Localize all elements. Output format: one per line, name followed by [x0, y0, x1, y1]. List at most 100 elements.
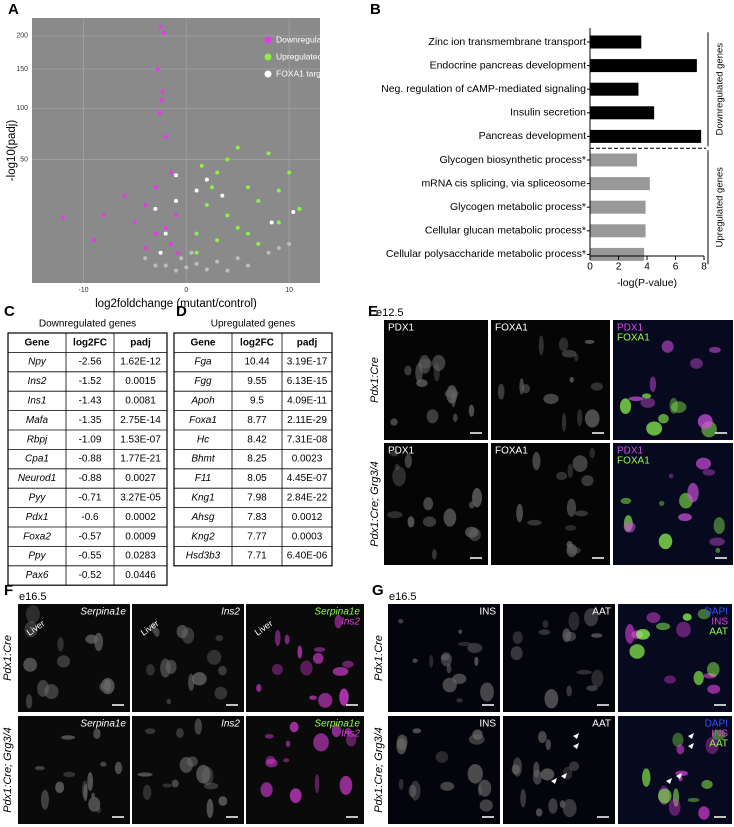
point — [143, 202, 148, 207]
bar — [590, 106, 655, 120]
signal — [404, 453, 412, 469]
table-cell: Mafa — [26, 415, 49, 426]
category-label: Glycogen biosynthetic process* — [440, 154, 587, 166]
merge-label: PDX1 — [617, 446, 644, 457]
table-cell: 0.0023 — [292, 454, 323, 465]
signal — [188, 673, 195, 691]
signal — [297, 645, 303, 659]
bar — [590, 247, 645, 261]
signal — [641, 393, 652, 399]
signal — [418, 355, 431, 374]
point — [168, 241, 173, 246]
micrograph-texture — [511, 730, 580, 818]
signal — [697, 608, 711, 620]
signal — [452, 413, 458, 422]
signal — [566, 498, 577, 517]
signal — [561, 413, 567, 432]
signal — [264, 733, 274, 739]
signal — [440, 652, 452, 667]
table-cell: 10.44 — [244, 357, 269, 368]
signal — [562, 799, 577, 818]
category-label: Endocrine pancreas development — [430, 59, 587, 71]
bar — [590, 200, 646, 214]
table-cell: 7.98 — [247, 493, 267, 504]
signal — [285, 740, 291, 747]
point — [235, 256, 240, 261]
category-label: Zinc ion transmembrane transport — [428, 36, 586, 48]
signal — [668, 798, 681, 816]
signal — [416, 379, 428, 388]
x-axis-label: log2foldchange (mutant/control) — [95, 298, 257, 310]
signal — [527, 519, 542, 526]
point — [256, 241, 261, 246]
table-cell: 0.0002 — [125, 512, 156, 523]
x-tick-label: 4 — [644, 262, 650, 273]
table-cell: 0.0003 — [292, 531, 323, 542]
signal — [649, 376, 657, 392]
bar — [590, 129, 702, 143]
point — [143, 256, 148, 261]
signal — [468, 734, 485, 745]
signal — [446, 385, 458, 404]
y-axis-label: -log10(padj) — [6, 120, 18, 182]
point — [158, 250, 163, 255]
table-cell: 1.62E-12 — [120, 357, 161, 368]
arrowhead — [561, 773, 567, 779]
table-cell: 7.71 — [247, 551, 267, 562]
point — [215, 170, 220, 175]
legend-swatch — [264, 36, 272, 44]
panel-letter: F — [4, 582, 13, 599]
merge-label: DAPI — [705, 719, 728, 730]
table-cell: Apoh — [190, 396, 215, 407]
legend-swatch — [264, 53, 272, 61]
signal — [214, 686, 228, 700]
y-tick-label: 200 — [16, 33, 28, 40]
merge-label: PDX1 — [617, 323, 644, 334]
signal — [711, 729, 726, 740]
table-cell: 0.0283 — [125, 551, 156, 562]
signal — [664, 675, 676, 684]
signal — [532, 452, 541, 471]
panel-letter: D — [176, 303, 187, 320]
signal — [497, 383, 505, 400]
signal — [512, 757, 523, 777]
table-cell: 0.0012 — [292, 512, 323, 523]
signal — [478, 779, 492, 797]
category-label: mRNA cis splicing, via spliceosome — [421, 177, 586, 189]
signal — [474, 656, 479, 667]
row-label: Pdx1:Cre — [373, 635, 385, 681]
x-axis-label: -log(P-value) — [617, 277, 677, 289]
point — [174, 268, 178, 273]
signal — [165, 659, 177, 674]
point — [174, 173, 178, 178]
point — [297, 206, 302, 211]
category-label: Pancreas development — [479, 130, 586, 142]
table-cell: 6.13E-15 — [287, 376, 328, 387]
signal — [695, 457, 711, 470]
signal — [584, 608, 599, 627]
signal — [635, 629, 650, 640]
signal — [543, 393, 559, 405]
point — [225, 157, 230, 162]
signal — [556, 471, 568, 480]
point — [174, 199, 178, 204]
y-tick-label: 50 — [20, 156, 28, 163]
signal — [151, 621, 156, 634]
signal — [398, 778, 404, 791]
signal — [412, 728, 422, 734]
signal — [194, 718, 203, 735]
signal — [260, 782, 273, 798]
signal — [545, 739, 551, 751]
table-cell: -0.57 — [79, 531, 102, 542]
x-tick-label: 10 — [285, 287, 293, 294]
signal — [671, 401, 687, 413]
signal — [620, 497, 632, 505]
micrograph-texture — [398, 618, 494, 703]
signal — [265, 758, 278, 768]
signal — [63, 771, 76, 778]
signal — [698, 806, 710, 820]
arrowhead — [688, 733, 694, 739]
signal — [196, 764, 211, 784]
signal — [568, 611, 580, 631]
signal — [88, 796, 101, 812]
